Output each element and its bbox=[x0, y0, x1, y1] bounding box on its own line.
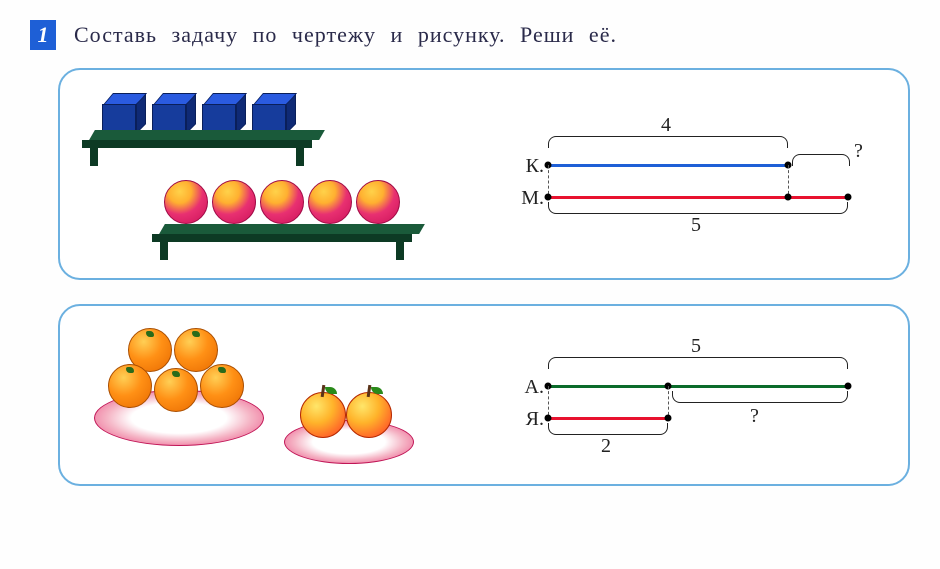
diagram-oranges-apples: 5 А. Я. bbox=[516, 335, 884, 455]
orange-icon bbox=[200, 364, 244, 408]
cube-icon bbox=[102, 96, 140, 134]
ball-icon bbox=[212, 180, 256, 224]
task-header: 1 Составь задачу по чертежу и рисунку. Р… bbox=[30, 20, 910, 50]
orange-icon bbox=[154, 368, 198, 412]
orange-icon bbox=[108, 364, 152, 408]
cube-icon bbox=[252, 96, 290, 134]
ball-icon bbox=[260, 180, 304, 224]
task-number-badge: 1 bbox=[30, 20, 56, 50]
task-instruction: Составь задачу по чертежу и рисунку. Реш… bbox=[74, 22, 617, 48]
ball-icon bbox=[308, 180, 352, 224]
illustration-plates bbox=[84, 320, 484, 470]
question-mark: ? bbox=[854, 140, 863, 163]
apple-icon bbox=[346, 392, 392, 438]
question-mark: ? bbox=[750, 405, 759, 428]
illustration-shelves bbox=[84, 84, 484, 264]
value-m: 5 bbox=[546, 214, 846, 237]
value-a: 5 bbox=[546, 335, 846, 358]
label-m: М. bbox=[516, 187, 544, 210]
panel-oranges-apples: 5 А. Я. bbox=[58, 304, 910, 486]
value-ya: 2 bbox=[546, 435, 666, 458]
label-k: К. bbox=[516, 155, 544, 178]
bar-k bbox=[548, 164, 788, 167]
bar-m bbox=[548, 196, 848, 199]
label-a: А. bbox=[516, 376, 544, 399]
panel-cubes-balls: 4 К. ? М. bbox=[58, 68, 910, 280]
ball-icon bbox=[356, 180, 400, 224]
diagram-cubes-balls: 4 К. ? М. bbox=[516, 114, 884, 234]
value-k: 4 bbox=[546, 114, 786, 137]
bar-a bbox=[548, 385, 848, 388]
label-ya: Я. bbox=[516, 408, 544, 431]
cube-icon bbox=[202, 96, 240, 134]
ball-icon bbox=[164, 180, 208, 224]
cube-icon bbox=[152, 96, 190, 134]
apple-icon bbox=[300, 392, 346, 438]
bar-ya bbox=[548, 417, 668, 420]
